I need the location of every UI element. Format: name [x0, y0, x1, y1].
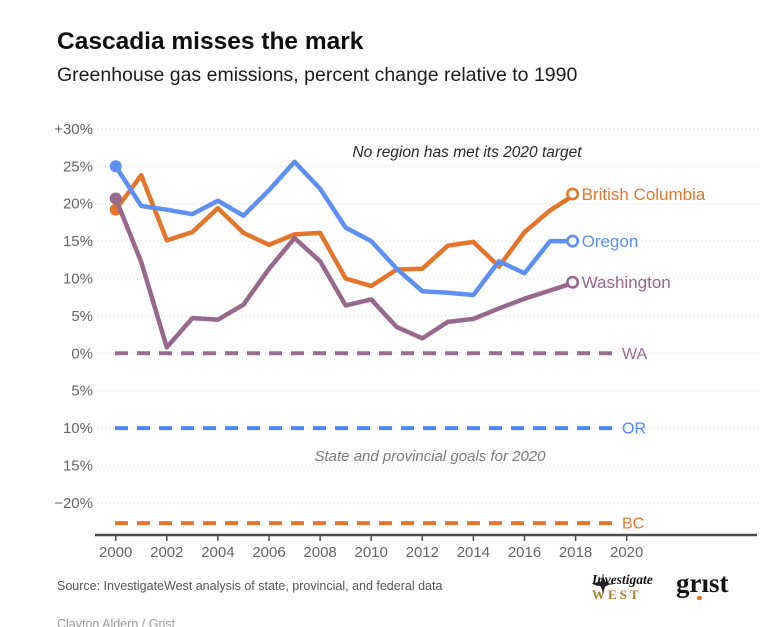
y-tick-label: −20% [54, 495, 93, 512]
series-line-british-columbia [113, 173, 578, 289]
y-tick-label: 10% [63, 271, 93, 288]
x-tick-label: 2000 [99, 544, 132, 561]
investigatewest-logo-line2: WEST [592, 586, 642, 602]
y-tick-label: +30% [54, 121, 93, 138]
series-start-dot-oregon [109, 160, 122, 173]
y-tick-label: 25% [63, 158, 93, 175]
x-tick-label: 2020 [610, 544, 643, 561]
series-line-washington [113, 196, 578, 350]
annotation-no-region: No region has met its 2020 target [352, 144, 582, 161]
page-title: Cascadia misses the mark [57, 28, 364, 55]
x-tick-label: 2008 [303, 544, 336, 561]
y-tick-label: 20% [63, 196, 93, 213]
x-tick-label: 2004 [201, 544, 234, 561]
axis-layer: 2000 2002 2004 2006 2008 2010 2012 2014 2016 2018… [95, 533, 757, 561]
y-tick-label: 0% [71, 345, 93, 362]
x-tick-label: 2014 [457, 544, 490, 561]
goal-label-or: OR [622, 421, 646, 438]
annotation-goals: State and provincial goals for 2020 [315, 448, 547, 465]
series-label-british-columbia: British Columbia [582, 185, 706, 204]
y-tick-label: 15% [63, 233, 93, 250]
y-tick-label: 15% [63, 458, 93, 475]
goal-label-bc: BC [622, 516, 644, 533]
x-tick-label: 2012 [406, 544, 439, 561]
credit-caption: Clayton Aldern / Grist [57, 617, 176, 627]
grist-logo: grıst [676, 568, 729, 600]
grist-logo-orange-dot [697, 595, 702, 600]
compass-icon [593, 574, 613, 594]
x-tick-label: 2006 [252, 544, 285, 561]
grist-logo-dotless-i: ı [701, 568, 709, 598]
page-subtitle: Greenhouse gas emissions, percent change… [57, 64, 578, 86]
series-end-marker-oregon [566, 234, 580, 248]
source-note: Source: InvestigateWest analysis of stat… [57, 579, 443, 593]
x-tick-label: 2018 [559, 544, 592, 561]
y-tick-label: 5% [71, 308, 93, 325]
grist-logo-text-2: st [709, 568, 729, 598]
series-end-marker-washington [566, 275, 580, 289]
series-label-oregon: Oregon [582, 232, 639, 251]
series-line-oregon [113, 159, 578, 298]
y-tick-label: 5% [71, 383, 93, 400]
goal-lines-layer: WA OR BC [115, 346, 648, 533]
x-tick-label: 2002 [150, 544, 183, 561]
x-tick-label: 2010 [355, 544, 388, 561]
series-end-marker-british-columbia [566, 187, 580, 201]
x-tick-label: 2016 [508, 544, 541, 561]
y-tick-label: 10% [63, 420, 93, 437]
grist-logo-text: gr [676, 568, 702, 598]
goal-label-wa: WA [622, 346, 648, 363]
series-layer: British Columbia Washington Oregon [109, 159, 706, 350]
series-label-washington: Washington [582, 273, 671, 292]
investigatewest-logo: Investigate WEST [592, 573, 653, 601]
grid-layer: +30% 25% 20% 15% 10% 5% 0% 5% 10% 15% −20% [54, 121, 758, 512]
series-start-dot-washington [109, 192, 122, 205]
